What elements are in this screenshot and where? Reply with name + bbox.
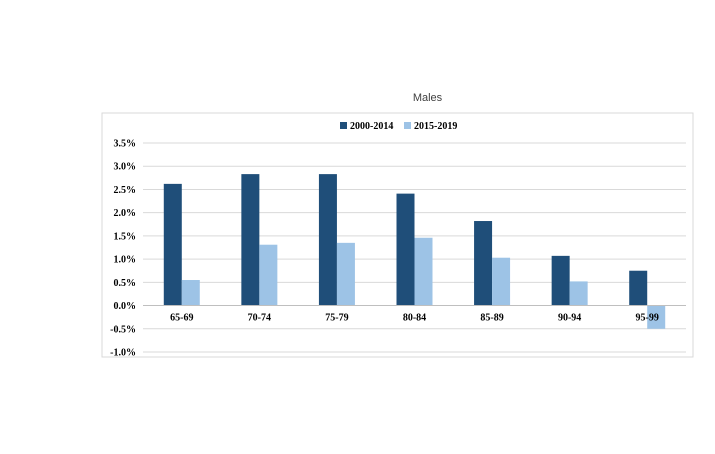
legend-swatch xyxy=(340,122,347,129)
bar-series2 xyxy=(569,281,588,306)
legend-label: 2000-2014 xyxy=(350,121,393,132)
plot-area-border xyxy=(101,112,694,358)
x-tick-label: 75-79 xyxy=(325,313,348,324)
bar-series1 xyxy=(474,221,493,306)
y-tick-label: 2.0% xyxy=(114,208,137,219)
y-tick-label: -1.0% xyxy=(110,348,136,359)
bar-series1 xyxy=(551,255,570,306)
legend: 2000-2014 2015-2019 xyxy=(340,121,457,132)
bar-series2 xyxy=(259,244,278,306)
chart-title: Males xyxy=(412,92,443,104)
y-tick-label: 3.0% xyxy=(114,162,137,173)
bar-series1 xyxy=(629,270,648,306)
x-tick-label: 80-84 xyxy=(403,313,426,324)
y-tick-label: 0.0% xyxy=(114,301,137,312)
x-tick-label: 65-69 xyxy=(170,313,193,324)
x-tick-label: 95-99 xyxy=(636,313,659,324)
bar-series1 xyxy=(163,183,182,306)
x-tick-label: 90-94 xyxy=(558,313,581,324)
legend-label: 2015-2019 xyxy=(414,121,457,132)
y-tick-label: 2.5% xyxy=(114,185,137,196)
x-tick-label: 85-89 xyxy=(480,313,503,324)
y-axis-labels: 3.5% 3.0% 2.5% 2.0% 1.5% 1.0% 0.5% 0.0% -0.5% -1.… xyxy=(110,139,136,359)
y-tick-label: 3.5% xyxy=(114,139,137,150)
bar-series2 xyxy=(414,237,433,306)
x-axis-labels: 65-69 70-74 75-79 80-84 85-89 90-94 95-99 xyxy=(170,313,659,324)
bar-series2 xyxy=(336,242,355,306)
y-tick-label: 1.5% xyxy=(114,231,137,242)
bar-series2 xyxy=(647,305,666,329)
x-tick-label: 70-74 xyxy=(248,313,271,324)
legend-swatch xyxy=(404,122,411,129)
bars xyxy=(163,174,666,329)
y-tick-label: 0.5% xyxy=(114,278,137,289)
bar-series2 xyxy=(492,257,511,306)
bar-series1 xyxy=(241,174,260,306)
bar-series1 xyxy=(396,193,415,306)
bar-series2 xyxy=(181,280,200,306)
bar-series1 xyxy=(318,174,337,306)
y-tick-label: -0.5% xyxy=(110,324,136,335)
y-tick-label: 1.0% xyxy=(114,255,137,266)
